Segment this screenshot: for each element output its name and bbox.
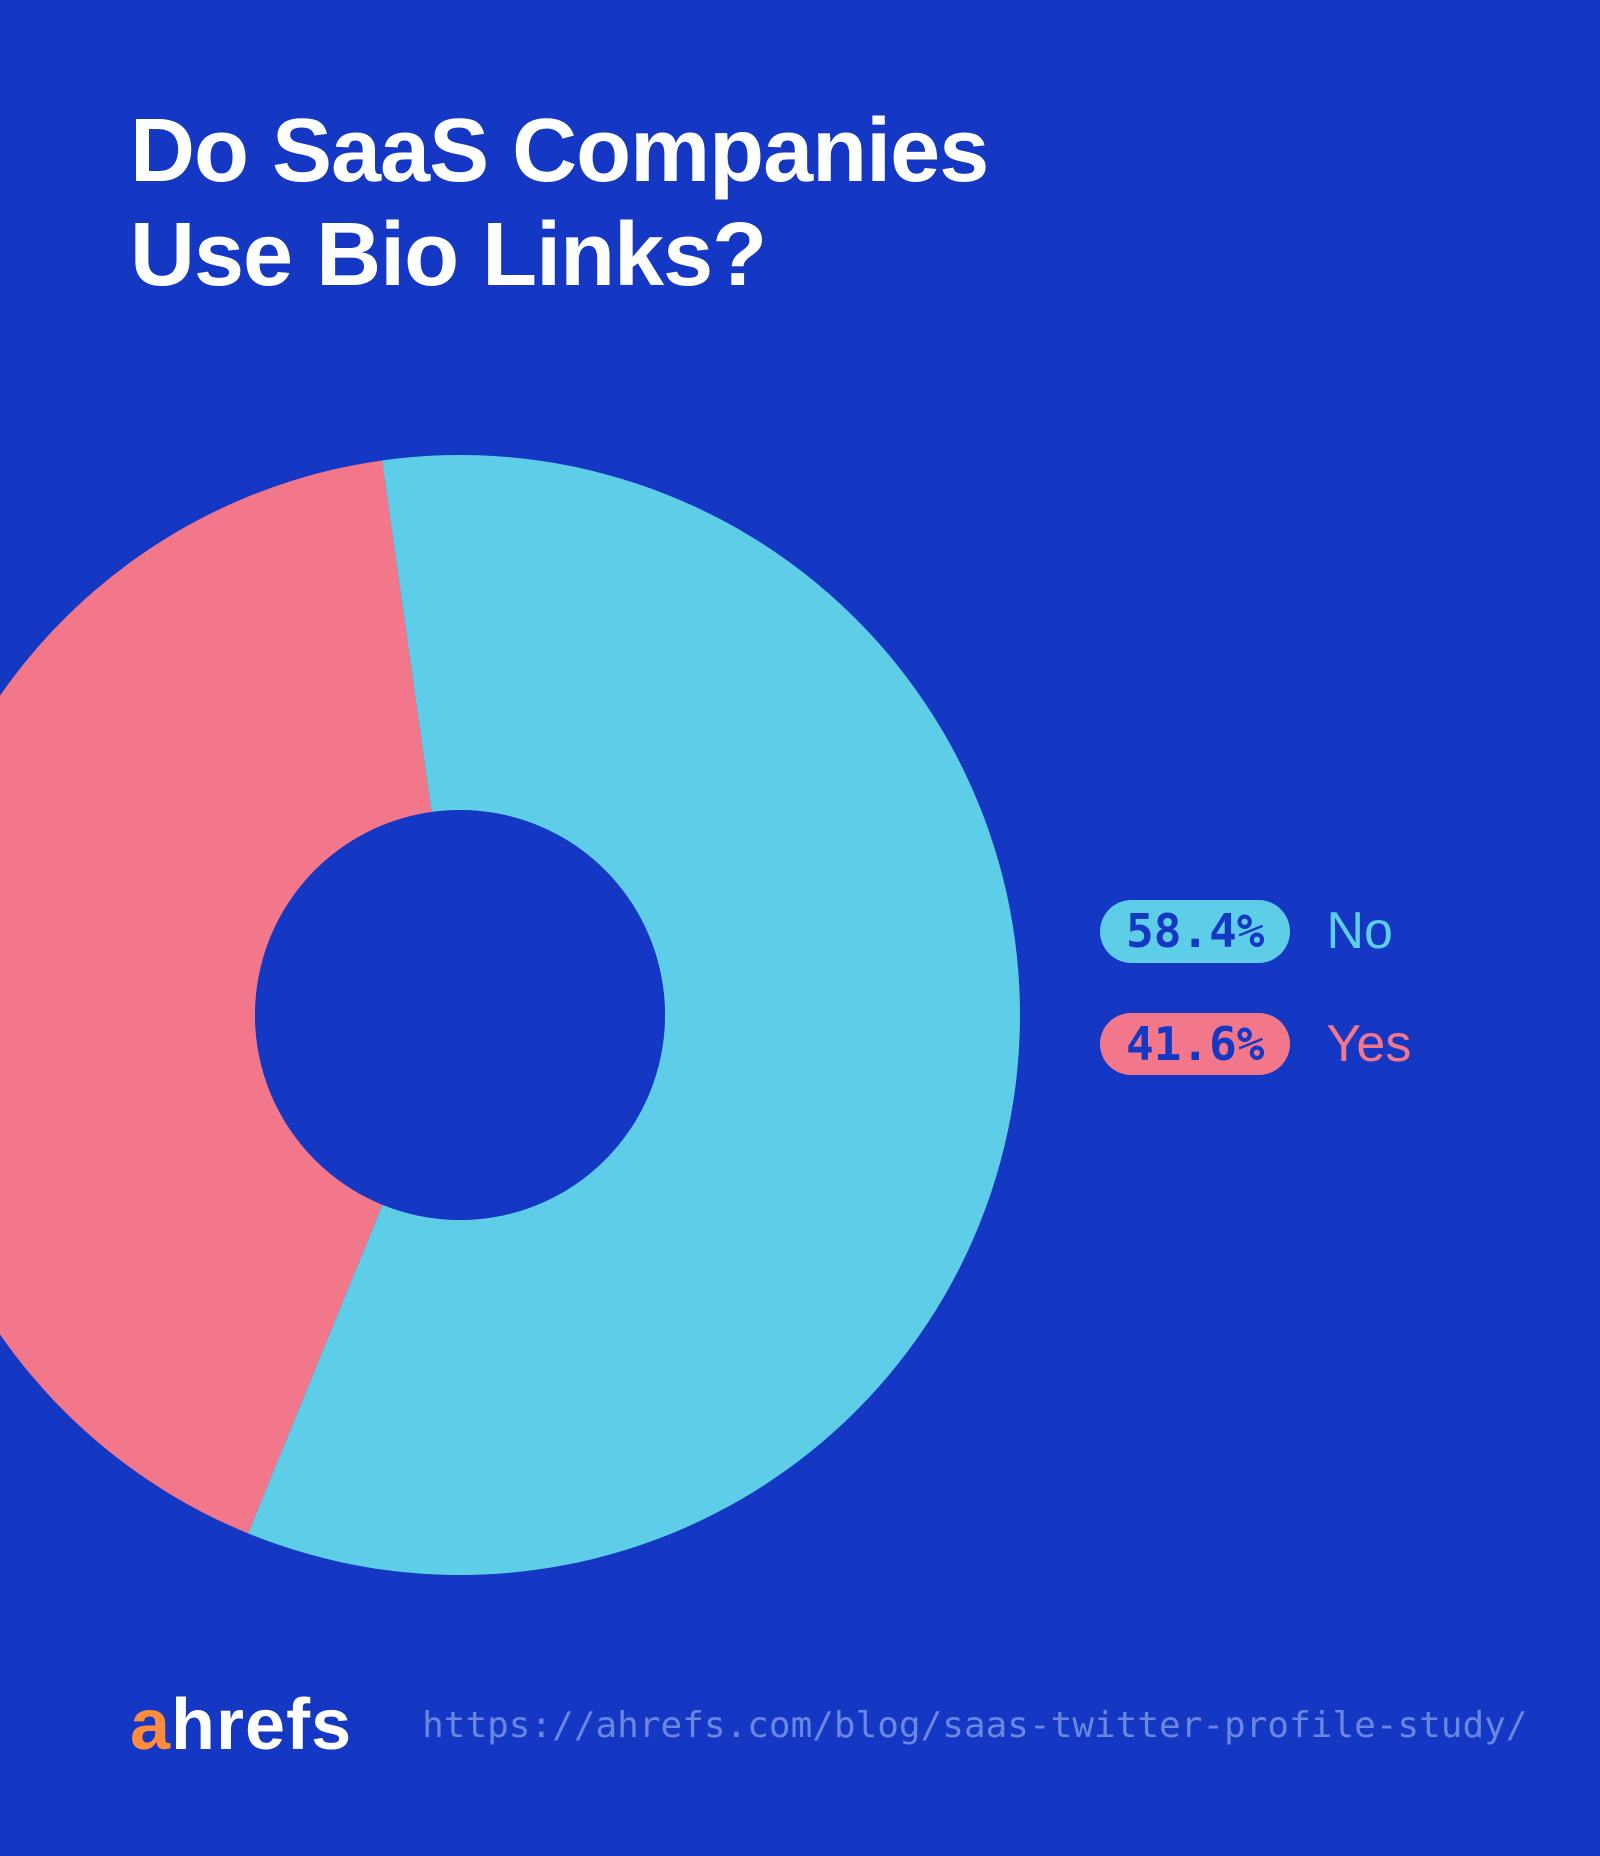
source-url: https://ahrefs.com/blog/saas-twitter-pro… xyxy=(422,1705,1527,1746)
donut-chart xyxy=(0,455,1020,1575)
legend-label-no: No xyxy=(1326,901,1392,961)
legend-label-yes: Yes xyxy=(1326,1014,1411,1074)
chart-title: Do SaaS Companies Use Bio Links? xyxy=(130,100,988,307)
ahrefs-logo: ahrefs xyxy=(130,1684,352,1766)
logo-letter-a: a xyxy=(130,1685,171,1765)
legend-row-no: 58.4% No xyxy=(1100,900,1411,963)
legend-row-yes: 41.6% Yes xyxy=(1100,1013,1411,1076)
chart-legend: 58.4% No 41.6% Yes xyxy=(1100,900,1411,1075)
legend-pill-no: 58.4% xyxy=(1100,900,1290,963)
logo-rest: hrefs xyxy=(171,1685,352,1765)
legend-pill-yes: 41.6% xyxy=(1100,1013,1290,1076)
footer: ahrefs https://ahrefs.com/blog/saas-twit… xyxy=(130,1684,1527,1766)
infographic-canvas: Do SaaS Companies Use Bio Links? 58.4% No… xyxy=(0,0,1600,1856)
donut-hole xyxy=(255,810,665,1220)
